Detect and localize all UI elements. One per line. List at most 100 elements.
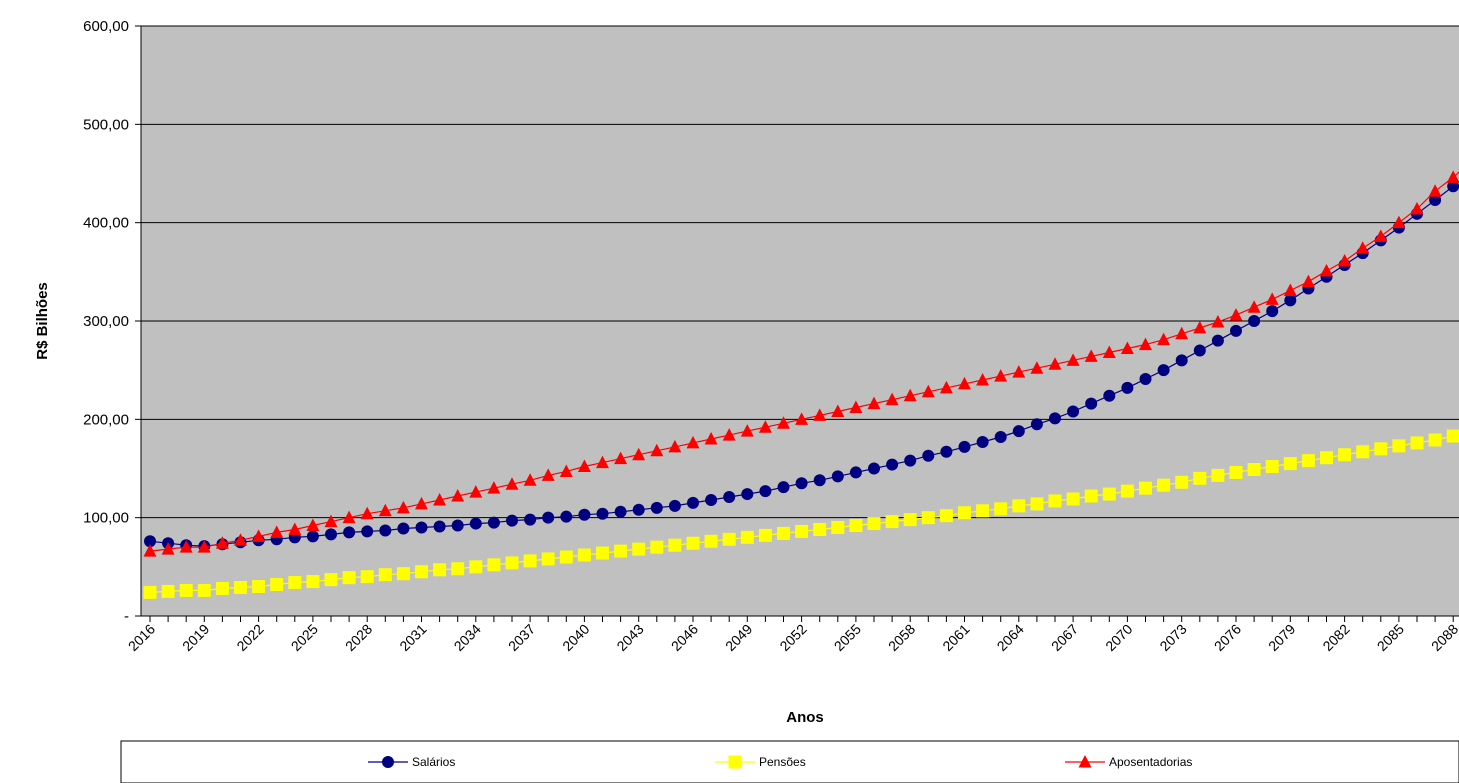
data-point [342, 571, 356, 585]
x-tick-label: 2049 [722, 621, 755, 654]
data-point [542, 511, 555, 524]
data-point [650, 540, 664, 554]
data-point [342, 510, 356, 524]
data-point [1048, 357, 1062, 370]
data-point [867, 396, 881, 410]
data-point [1102, 487, 1116, 501]
data-point [197, 583, 211, 597]
data-point [1193, 471, 1207, 485]
data-point [650, 501, 663, 514]
legend: Salários Pensões Aposentadorias [368, 755, 1192, 769]
data-point [1428, 184, 1442, 197]
data-point [1229, 465, 1243, 479]
y-tick-label: 500,00 [83, 116, 129, 133]
data-point [1320, 451, 1333, 465]
legend-label: Aposentadorias [1109, 755, 1192, 769]
data-point [831, 521, 845, 534]
data-point [632, 542, 646, 556]
data-point [704, 432, 718, 445]
data-point [487, 558, 501, 572]
x-tick-label: 2037 [505, 621, 538, 654]
data-point [1374, 442, 1388, 456]
data-point [885, 392, 899, 406]
x-tick-label: 2085 [1374, 621, 1407, 654]
data-point [179, 583, 193, 597]
data-point [469, 517, 482, 530]
data-point [324, 573, 338, 587]
data-point [306, 530, 319, 543]
data-point [813, 474, 826, 487]
legend-label: Pensões [759, 755, 806, 769]
data-point [1157, 364, 1170, 377]
data-point [759, 485, 772, 498]
x-tick-label: 2067 [1048, 621, 1081, 654]
data-point [1012, 365, 1026, 378]
x-tick-label: 2022 [233, 621, 266, 654]
x-tick-label: 2031 [396, 621, 429, 654]
data-point [1429, 194, 1442, 207]
data-point [1266, 305, 1279, 318]
data-point [1175, 326, 1189, 340]
data-point [288, 522, 302, 535]
data-point [1283, 283, 1297, 297]
data-point [922, 449, 935, 462]
data-point [143, 544, 157, 557]
x-tick-label: 2052 [776, 621, 809, 654]
y-tick-label: 100,00 [83, 510, 129, 527]
data-point [578, 508, 591, 521]
x-tick-label: 2088 [1428, 621, 1459, 654]
data-point [1211, 314, 1225, 328]
data-point [559, 464, 573, 477]
data-point [849, 466, 862, 479]
data-point [541, 552, 555, 566]
x-tick-label: 2076 [1211, 621, 1244, 654]
series-line [149, 171, 1459, 552]
data-point [1085, 397, 1098, 410]
y-axis-ticks: - 100,00 200,00 300,00 400,00 500,00 600,00 [83, 18, 141, 625]
data-point [524, 513, 537, 526]
data-point [143, 585, 157, 599]
legend-marker [1078, 755, 1092, 768]
data-point [777, 481, 790, 494]
data-point [415, 496, 428, 510]
data-point [740, 424, 754, 437]
data-point [777, 416, 790, 429]
data-point [596, 546, 609, 560]
data-point [758, 420, 772, 433]
data-point [1229, 308, 1243, 321]
data-point [795, 412, 809, 425]
legend-marker [728, 755, 742, 769]
data-point [161, 542, 175, 555]
series-Pensões [143, 429, 1459, 599]
data-point [1284, 294, 1297, 307]
x-axis-title: Anos [786, 709, 824, 726]
data-point [740, 530, 754, 544]
data-point [1410, 436, 1424, 450]
x-tick-label: 2064 [994, 621, 1027, 654]
data-point [939, 509, 953, 523]
data-point [1012, 425, 1025, 438]
data-point [958, 376, 971, 390]
data-point [1102, 345, 1116, 358]
data-point [705, 493, 718, 506]
data-point [1120, 484, 1134, 498]
data-point [360, 570, 374, 584]
legend-label: Salários [412, 755, 455, 769]
data-point [1428, 433, 1442, 447]
y-tick-label: 300,00 [83, 313, 129, 330]
data-point [1446, 170, 1459, 183]
data-point [1030, 418, 1043, 431]
x-tick-label: 2070 [1102, 621, 1135, 654]
x-tick-label: 2073 [1156, 621, 1189, 654]
data-point [958, 440, 971, 453]
data-point [1048, 494, 1062, 508]
data-point [1103, 389, 1116, 402]
data-point [596, 507, 609, 520]
series-Aposentadorias [143, 170, 1459, 557]
data-point [1265, 460, 1279, 474]
data-point [1084, 489, 1098, 503]
data-point [723, 491, 736, 504]
x-tick-label: 2082 [1319, 621, 1352, 654]
data-point [1139, 337, 1152, 351]
data-point [469, 485, 483, 498]
